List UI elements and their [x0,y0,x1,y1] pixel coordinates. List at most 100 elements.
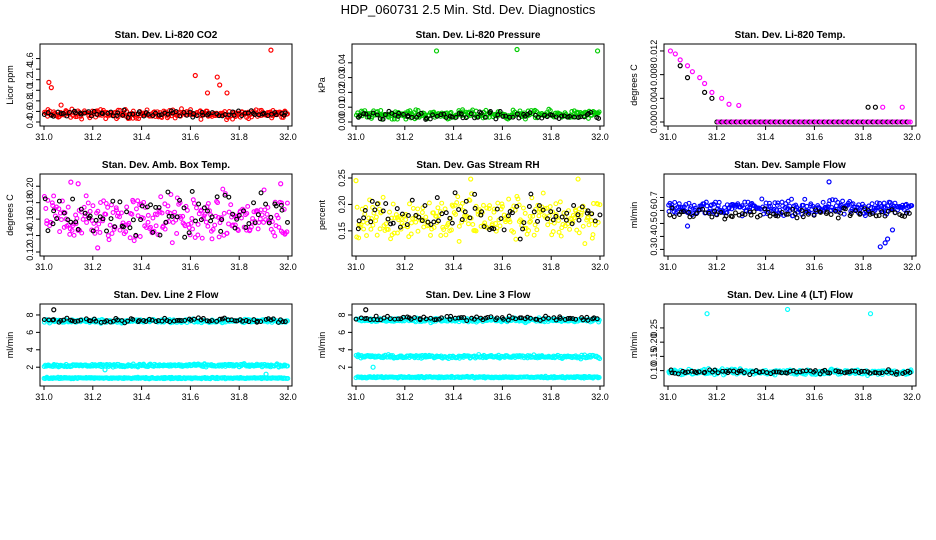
data-point [202,211,208,217]
data-point [553,213,559,219]
x-tick-label: 32.0 [279,132,297,142]
data-point [64,315,70,321]
data-point [158,194,164,200]
data-point [461,315,467,320]
data-point [136,318,142,323]
data-point [281,206,287,212]
data-point [248,224,254,230]
data-point [72,110,78,116]
data-point [487,215,493,221]
data-point [252,220,258,226]
data-point [489,221,495,227]
data-point [368,219,374,225]
data-point [736,368,742,374]
data-point [374,317,380,323]
data-point [58,111,64,117]
data-point [120,112,126,118]
data-point [204,90,211,96]
x-tick-label: 31.2 [84,392,102,402]
series-upper [41,361,290,377]
data-point [284,200,290,206]
data-point [589,211,595,217]
data-point [113,205,119,211]
data-point [143,319,149,324]
data-point [353,178,359,184]
data-point [268,47,274,53]
data-point [406,234,412,240]
data-point [87,213,93,219]
data-point [179,106,184,112]
data-point [563,217,569,223]
data-point [48,85,54,91]
data-point [226,209,232,215]
data-point [195,221,201,227]
data-point [164,318,170,323]
data-point [383,201,389,207]
x-tick-label: 31.6 [806,132,824,142]
data-point [226,221,232,227]
data-point [117,227,123,233]
data-point [91,109,97,114]
data-point [110,318,116,324]
data-point [270,316,276,322]
y-axis-label: ml/min [629,202,639,229]
data-point [876,213,882,218]
data-point [869,211,875,216]
data-point [458,315,464,320]
data-point [169,213,175,219]
data-point [184,112,190,118]
data-point [145,212,151,218]
y-tick-label: 0.6 [649,204,659,217]
data-point [459,217,465,223]
data-point [75,226,81,232]
data-point [439,211,445,217]
data-point [199,109,205,115]
data-point [419,218,425,224]
data-point [64,113,70,119]
y-axis-label: degrees C [629,64,639,106]
data-point [186,230,192,236]
data-point [50,221,56,227]
data-point [159,210,165,216]
data-point [95,208,101,214]
data-point [167,319,173,325]
data-point [789,196,794,202]
data-point [67,110,72,115]
data-point [499,201,505,207]
y-tick-label: 0.15 [649,348,659,366]
data-point [585,317,591,323]
data-point [398,216,404,221]
data-point [892,210,898,216]
data-point [585,208,591,214]
data-point [748,212,754,218]
data-point [565,316,571,321]
data-point [794,215,800,221]
data-point [466,221,471,227]
data-point [139,203,145,209]
data-point [681,209,686,215]
x-tick-label: 31.4 [757,392,775,402]
data-point [69,227,75,233]
data-point [285,375,291,381]
data-point [133,232,139,238]
data-point [156,112,162,118]
data-point [438,233,444,238]
data-point [112,224,118,230]
data-point [906,119,912,125]
data-point [153,319,159,325]
data-point [564,210,570,216]
data-point [278,181,284,187]
y-tick-label: 8 [25,312,35,317]
data-point [58,102,64,108]
data-point [415,228,421,234]
data-point [833,208,839,214]
data-point [514,203,520,209]
data-point [423,316,429,322]
data-point [702,369,708,375]
data-point [189,216,195,221]
y-tick-label: 0.8 [25,95,35,108]
data-point [483,107,489,113]
data-point [230,211,236,217]
data-point [493,116,499,122]
data-point [57,229,63,235]
